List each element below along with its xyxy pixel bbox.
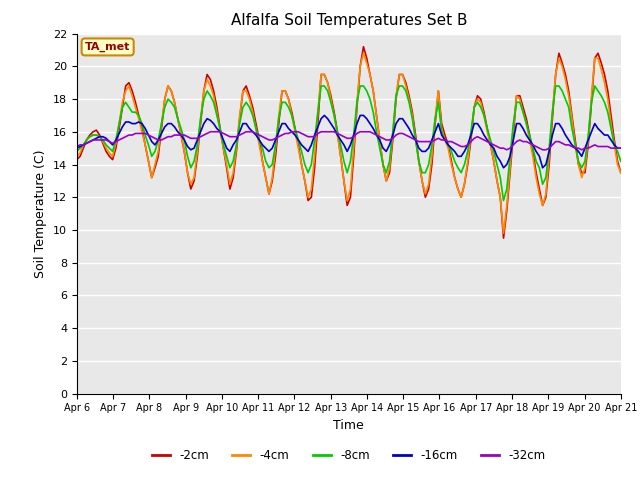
Title: Alfalfa Soil Temperatures Set B: Alfalfa Soil Temperatures Set B — [230, 13, 467, 28]
Legend: -2cm, -4cm, -8cm, -16cm, -32cm: -2cm, -4cm, -8cm, -16cm, -32cm — [147, 444, 550, 467]
Y-axis label: Soil Temperature (C): Soil Temperature (C) — [35, 149, 47, 278]
Text: TA_met: TA_met — [85, 42, 131, 52]
X-axis label: Time: Time — [333, 419, 364, 432]
